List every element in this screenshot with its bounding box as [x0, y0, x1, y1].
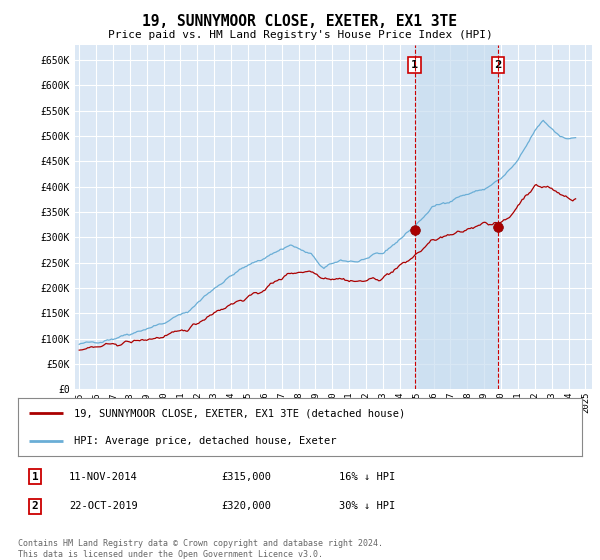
Text: HPI: Average price, detached house, Exeter: HPI: Average price, detached house, Exet…	[74, 436, 337, 446]
Bar	[415, 45, 498, 389]
Text: Price paid vs. HM Land Registry's House Price Index (HPI): Price paid vs. HM Land Registry's House …	[107, 30, 493, 40]
Text: 19, SUNNYMOOR CLOSE, EXETER, EX1 3TE: 19, SUNNYMOOR CLOSE, EXETER, EX1 3TE	[143, 14, 458, 29]
Text: 1: 1	[411, 60, 418, 70]
Text: 2: 2	[32, 501, 38, 511]
Text: Contains HM Land Registry data © Crown copyright and database right 2024.
This d: Contains HM Land Registry data © Crown c…	[18, 539, 383, 559]
Text: £315,000: £315,000	[221, 472, 271, 482]
Text: £320,000: £320,000	[221, 501, 271, 511]
Text: 30% ↓ HPI: 30% ↓ HPI	[340, 501, 396, 511]
Text: 2: 2	[494, 60, 502, 70]
Text: 16% ↓ HPI: 16% ↓ HPI	[340, 472, 396, 482]
Text: 1: 1	[32, 472, 38, 482]
Text: 22-OCT-2019: 22-OCT-2019	[69, 501, 137, 511]
Text: 19, SUNNYMOOR CLOSE, EXETER, EX1 3TE (detached house): 19, SUNNYMOOR CLOSE, EXETER, EX1 3TE (de…	[74, 408, 406, 418]
Text: 11-NOV-2014: 11-NOV-2014	[69, 472, 137, 482]
